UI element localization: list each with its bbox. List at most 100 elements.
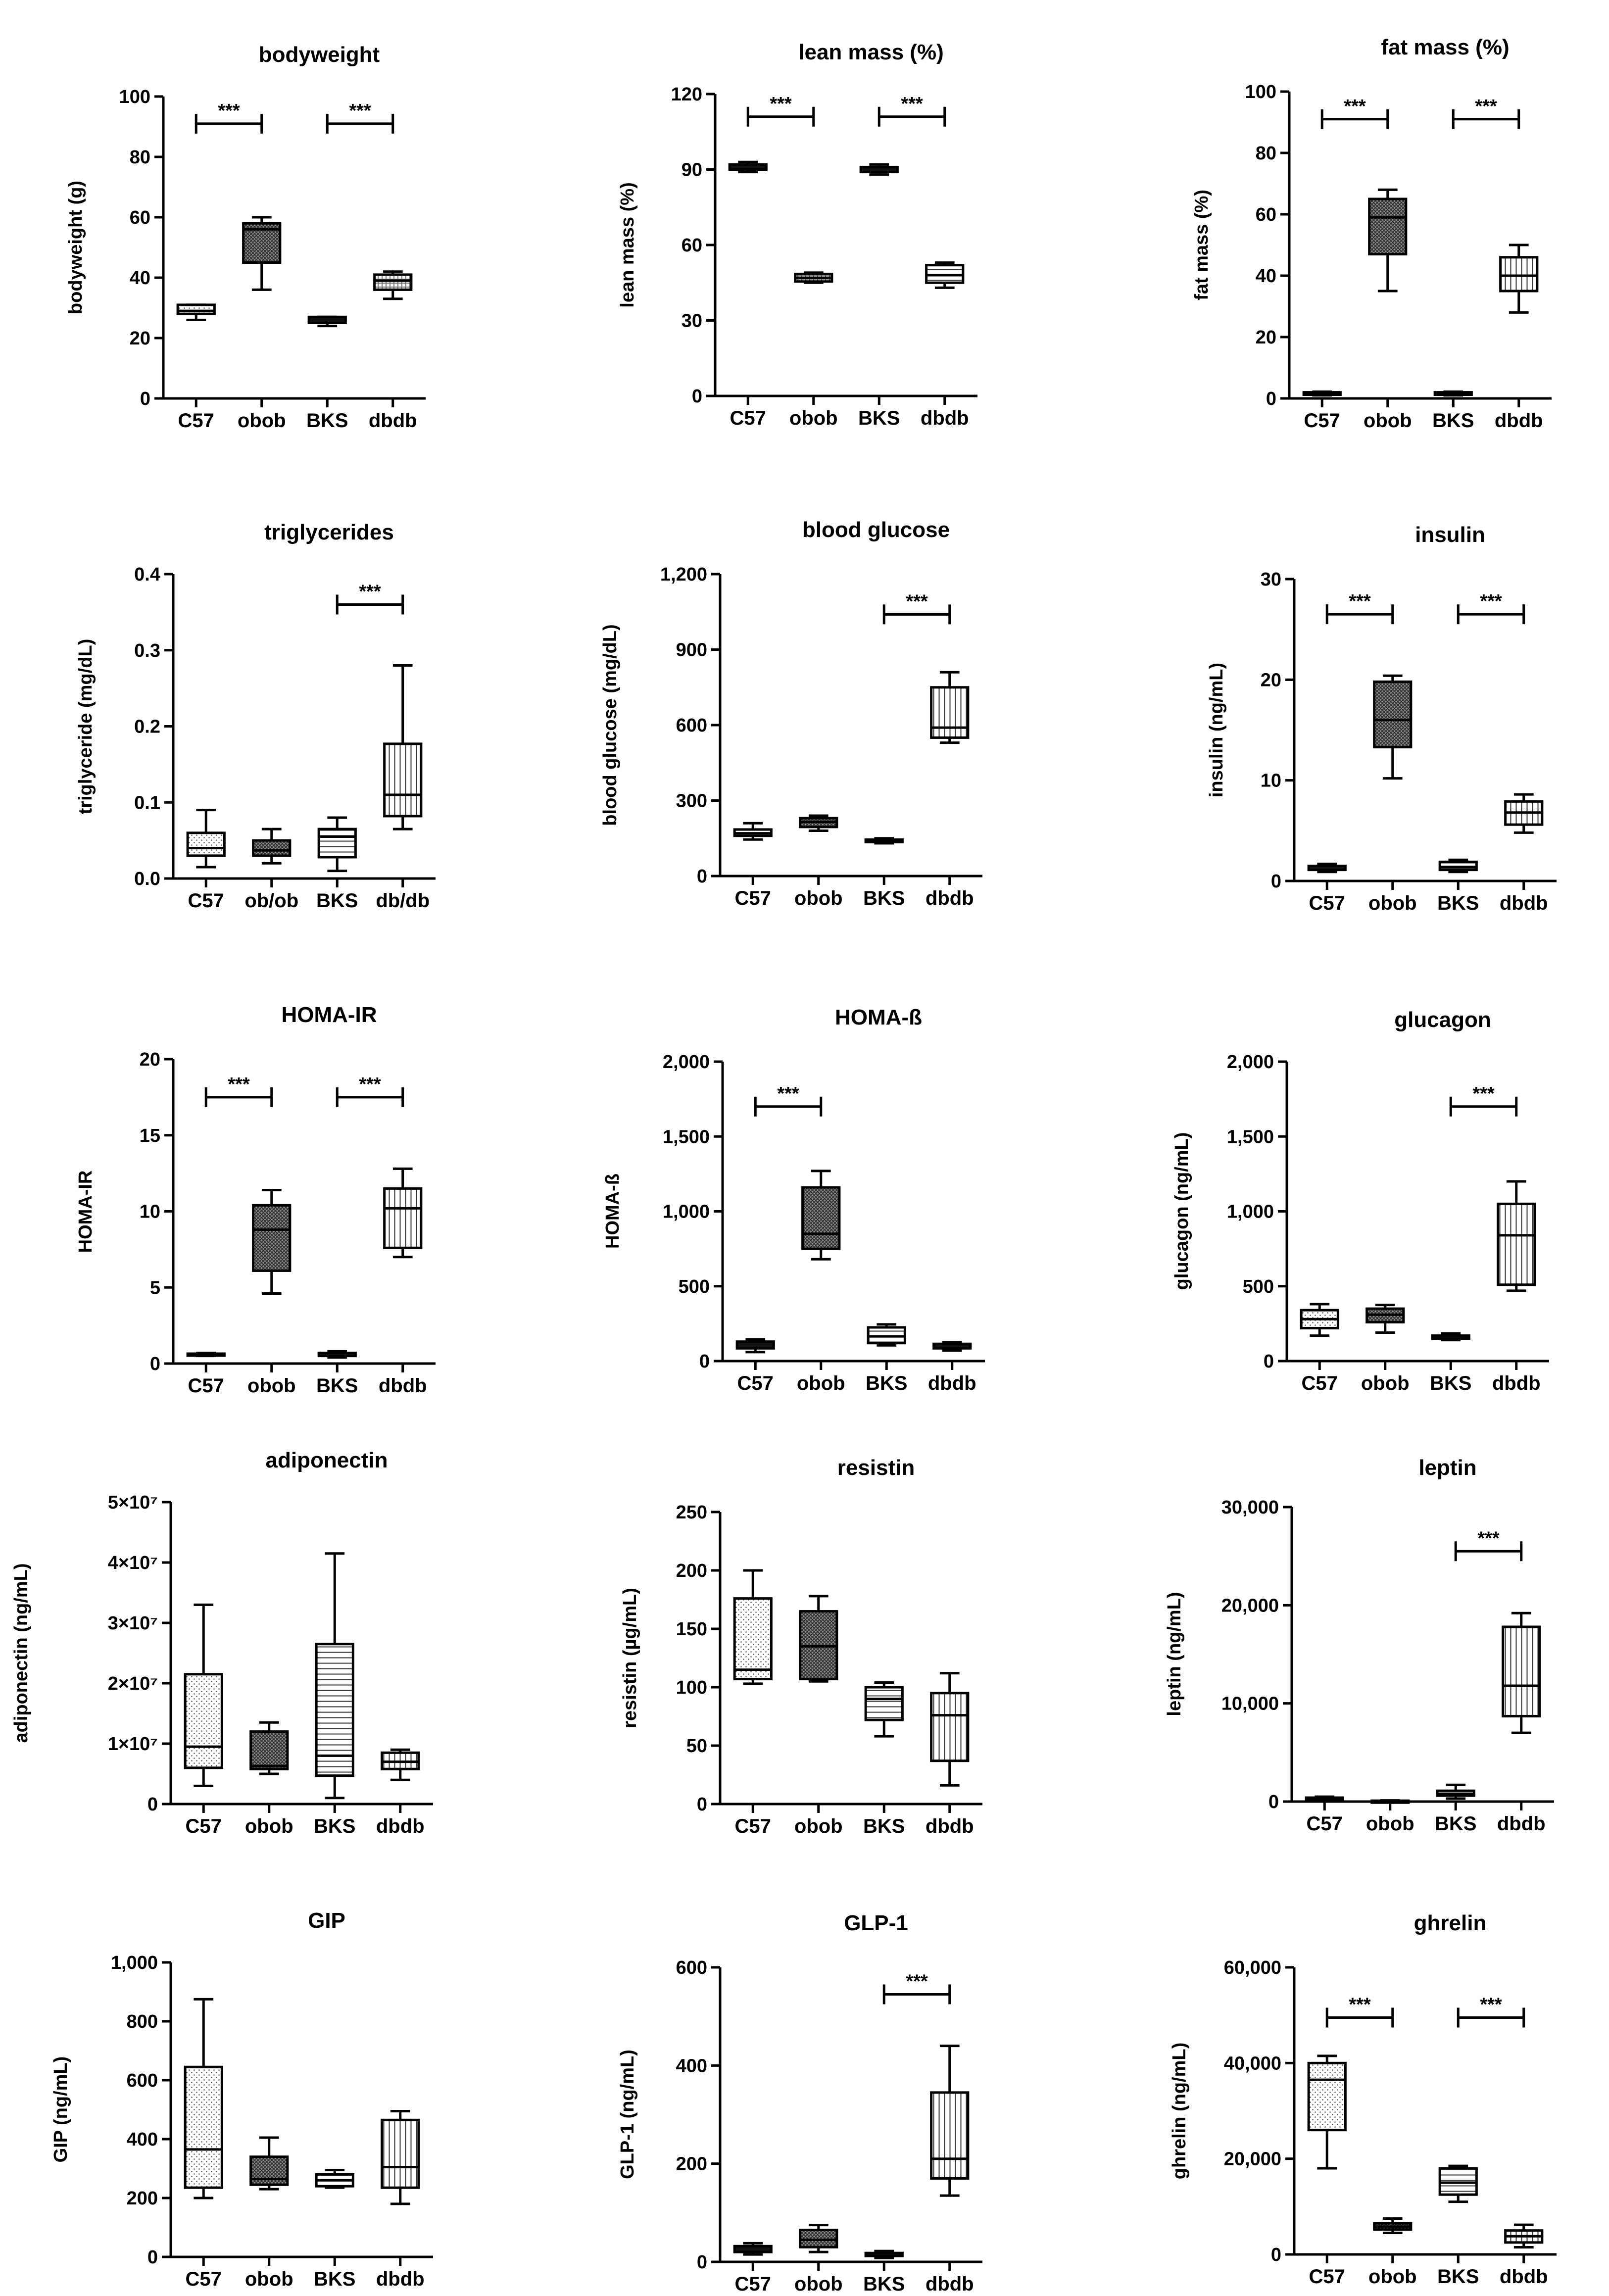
y-axis-label: leptin (ng/mL)	[1164, 1592, 1185, 1716]
x-tick-label: obob	[1368, 2266, 1417, 2288]
box-c57	[728, 160, 768, 174]
significance-label: ***	[906, 591, 928, 612]
box-iqr	[252, 1204, 292, 1272]
y-tick-label: 5	[150, 1277, 160, 1298]
significance-bracket: ***	[1325, 591, 1394, 625]
box-c57	[1305, 1795, 1344, 1802]
box-dbdb	[383, 664, 423, 830]
box-obob	[1368, 188, 1408, 293]
box-iqr	[733, 2245, 773, 2253]
box-c57	[733, 822, 773, 841]
box-iqr	[1499, 256, 1539, 293]
box-c57	[1307, 862, 1347, 874]
box-obob	[794, 271, 833, 284]
significance-bracket: ***	[754, 1083, 823, 1117]
x-tick-label: C57	[1309, 2266, 1345, 2288]
y-tick-label: 60,000	[1224, 1957, 1281, 1978]
box-dbdb	[381, 1748, 420, 1781]
x-tick-label: obob	[789, 407, 838, 429]
box-iqr	[249, 1730, 289, 1770]
box-dbdb	[932, 1341, 972, 1352]
y-tick-label: 900	[676, 640, 707, 661]
significance-label: ***	[1477, 1528, 1500, 1549]
box-bks	[1431, 1332, 1470, 1342]
y-axis-label: GLP-1 (ng/mL)	[617, 2050, 638, 2179]
y-tick-label: 10,000	[1221, 1694, 1279, 1714]
y-tick-label: 0.3	[134, 640, 160, 661]
box-iqr	[864, 1686, 904, 1721]
panel-title: ghrelin	[1414, 1911, 1487, 1935]
box-iqr	[1433, 391, 1473, 396]
box-bks	[864, 2249, 904, 2259]
x-tick-label: BKS	[863, 887, 905, 909]
panel-title: blood glucose	[802, 518, 950, 542]
box-obob	[799, 2224, 838, 2253]
x-tick-label: dbdb	[379, 1375, 427, 1397]
y-tick-label: 1,000	[111, 1953, 158, 1973]
box-c57	[184, 1603, 223, 1787]
panel-title: GIP	[308, 1908, 345, 1933]
x-tick-label: BKS	[314, 1815, 355, 1837]
x-tick-label: BKS	[316, 1375, 358, 1397]
x-tick-label: C57	[186, 2268, 222, 2290]
box-obob	[799, 1595, 838, 1683]
y-tick-label: 0	[147, 1794, 158, 1815]
x-tick-label: C57	[735, 2273, 771, 2295]
x-tick-label: obob	[1366, 1813, 1414, 1835]
x-tick-label: dbdb	[926, 887, 974, 909]
y-tick-label: 40,000	[1224, 2053, 1281, 2074]
box-obob	[1365, 1304, 1405, 1334]
y-tick-label: 30	[1261, 569, 1281, 590]
box-iqr	[383, 742, 423, 818]
y-axis-label: HOMA-ß	[602, 1173, 623, 1249]
box-dbdb	[381, 2109, 420, 2205]
panel-glp-1: GLP-1 GLP-1 (ng/mL) 0 200 400 600 C57 obob BKS…	[617, 1911, 982, 2295]
significance-label: ***	[1475, 96, 1497, 117]
box-iqr	[381, 2118, 420, 2189]
y-tick-label: 1,000	[1227, 1202, 1274, 1222]
y-tick-label: 80	[130, 147, 150, 168]
y-tick-label: 50	[686, 1736, 707, 1757]
x-tick-label: obob	[794, 2273, 843, 2295]
y-tick-label: 2×10⁷	[108, 1673, 158, 1694]
y-tick-label: 2,000	[1227, 1052, 1274, 1073]
y-tick-label: 1,200	[660, 564, 707, 585]
y-tick-label: 30,000	[1221, 1497, 1279, 1518]
y-axis-label: fat mass (%)	[1191, 190, 1212, 300]
box-bks	[859, 163, 899, 176]
significance-bracket: ***	[326, 100, 394, 134]
box-c57	[733, 2242, 773, 2256]
significance-label: ***	[777, 1083, 799, 1104]
x-tick-label: dbdb	[928, 1372, 976, 1394]
significance-bracket: ***	[204, 1074, 273, 1107]
x-tick-label: obob	[238, 410, 286, 432]
y-tick-label: 0.0	[134, 869, 160, 889]
y-tick-label: 0	[697, 2252, 707, 2273]
box-c57	[733, 1569, 773, 1685]
panel-resistin: resistin resistin (µg/mL) 0 50 100 150 200 25…	[620, 1456, 982, 1837]
significance-label: ***	[349, 100, 371, 121]
significance-bracket: ***	[1454, 1528, 1523, 1562]
x-tick-label: BKS	[316, 890, 358, 912]
x-tick-label: dbdb	[1495, 410, 1543, 432]
box-dbdb	[1504, 793, 1544, 834]
y-tick-label: 200	[676, 1561, 707, 1581]
x-tick-label: obob	[1361, 1372, 1410, 1394]
box-iqr	[1370, 1799, 1410, 1804]
x-tick-label: dbdb	[369, 410, 417, 432]
y-tick-label: 0	[697, 866, 707, 887]
y-tick-label: 20,000	[1224, 2149, 1281, 2170]
box-iqr	[1368, 197, 1408, 256]
y-tick-label: 20	[130, 328, 150, 349]
y-tick-label: 1,500	[663, 1126, 710, 1147]
box-iqr	[801, 1186, 841, 1250]
significance-bracket: ***	[882, 1971, 951, 2004]
x-tick-label: dbdb	[376, 1815, 425, 1837]
y-tick-label: 250	[676, 1502, 707, 1523]
y-tick-label: 600	[676, 1957, 707, 1978]
box-dbdb	[383, 1167, 423, 1259]
y-tick-label: 0	[150, 1354, 160, 1374]
y-tick-label: 400	[127, 2129, 158, 2150]
significance-label: ***	[1349, 1995, 1371, 2015]
x-tick-label: BKS	[314, 2268, 355, 2290]
